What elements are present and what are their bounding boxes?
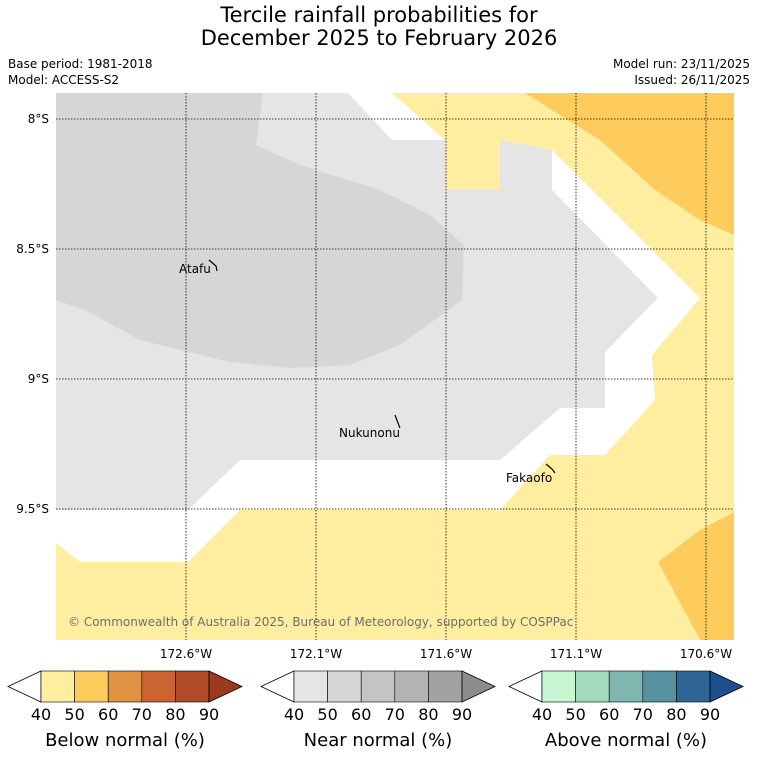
copyright-notice: © Commonwealth of Australia 2025, Bureau… [68,615,573,629]
longitude-labels: 172.6°W 172.1°W 171.6°W 171.1°W 170.6°W [160,647,732,661]
title-line-2: December 2025 to February 2026 [200,26,558,50]
colorbar-tick-label: 80 [418,705,438,724]
model-run: Model run: 23/11/2025 [612,57,750,71]
below-normal-50-60-region-north [525,93,734,235]
lon-label: 170.6°W [680,647,732,661]
meta-left: Base period: 1981-2018 Model: ACCESS-S2 [8,56,153,88]
atafu-island [208,259,218,272]
lon-label: 172.1°W [290,647,342,661]
colorbar-tick-label: 60 [599,705,619,724]
colorbar-segment [575,670,610,703]
lat-label: 9.5°S [16,502,49,516]
lat-label: 8°S [28,112,49,126]
colorbar-tick-label: 80 [666,705,686,724]
colorbar-segment [175,670,210,703]
lon-label: 172.6°W [160,647,212,661]
place-label-fakaofo: Fakaofo [506,471,552,485]
colorbar-segment [428,670,463,703]
below-normal-40-50-region [56,93,734,640]
colorbar-extend-high [208,670,243,703]
colorbar-segment [541,670,576,703]
colorbar-below-normal: 40 50 60 70 80 90 [7,670,243,724]
colorbar-tick-label: 40 [31,705,51,724]
colorbar-tick-label: 50 [317,705,337,724]
colorbar-label-near: Near normal (%) [303,730,453,751]
colorbar-above-normal: 40 50 60 70 80 90 [508,670,744,724]
colorbar-tick-label: 80 [165,705,185,724]
colorbar-tick-label: 70 [132,705,152,724]
colorbar-segment [608,670,644,703]
map-area: Atafu Nukunonu Fakaofo © Commonwealth of… [56,93,734,640]
near-normal-50-60-region [56,93,464,368]
colorbar-segment [360,670,396,703]
colorbar-tick-label: 70 [633,705,653,724]
lat-label: 8.5°S [16,242,49,256]
colorbar-extend-high [461,670,496,703]
colorbar-label-below: Below normal (%) [45,730,205,751]
colorbar-near-normal: 40 50 60 70 80 90 [260,670,496,724]
base-period: Base period: 1981-2018 [8,57,153,71]
colorbar-label-above: Above normal (%) [544,730,708,751]
colorbar-tick-label: 90 [700,705,720,724]
colorbar-segment [141,670,176,703]
colorbar-tick-label: 90 [452,705,472,724]
colorbar-tick-label: 50 [64,705,84,724]
colorbar-extend-low [508,670,543,703]
colorbar-segment [394,670,429,703]
nukunonu-island [394,414,401,429]
meta-right: Model run: 23/11/2025 Issued: 26/11/2025 [613,56,750,88]
place-label-nukunonu: Nukunonu [339,426,400,440]
below-normal-50-60-region-south [658,512,734,640]
colorbar-tick-label: 50 [565,705,585,724]
colorbar-tick-label: 70 [385,705,405,724]
fakaofo-island [545,463,556,474]
colorbar-segment [642,670,677,703]
colorbar-tick-label: 40 [284,705,304,724]
lon-label: 171.1°W [550,647,602,661]
colorbar-tick-label: 60 [351,705,371,724]
latitude-labels: 8°S 8.5°S 9°S 9.5°S [16,112,49,516]
colorbar-tick-label: 60 [98,705,118,724]
title-line-1: Tercile rainfall probabilities for [220,3,538,27]
colorbar-tick-label: 40 [532,705,552,724]
colorbar-segment [327,670,362,703]
colorbar-segment [676,670,711,703]
issued-date: Issued: 26/11/2025 [634,73,750,87]
lon-label: 171.6°W [420,647,472,661]
place-label-atafu: Atafu [179,262,211,276]
graticule [56,93,734,640]
colorbar-segment [107,670,143,703]
colorbar-segment [293,670,328,703]
model-name: Model: ACCESS-S2 [8,73,120,87]
lat-label: 9°S [28,372,49,386]
colorbar-extend-high [709,670,744,703]
colorbar-segment [74,670,109,703]
colorbar-extend-low [260,670,295,703]
colorbar-segment [40,670,75,703]
colorbar-extend-low [7,670,42,703]
colorbar-tick-label: 90 [199,705,219,724]
